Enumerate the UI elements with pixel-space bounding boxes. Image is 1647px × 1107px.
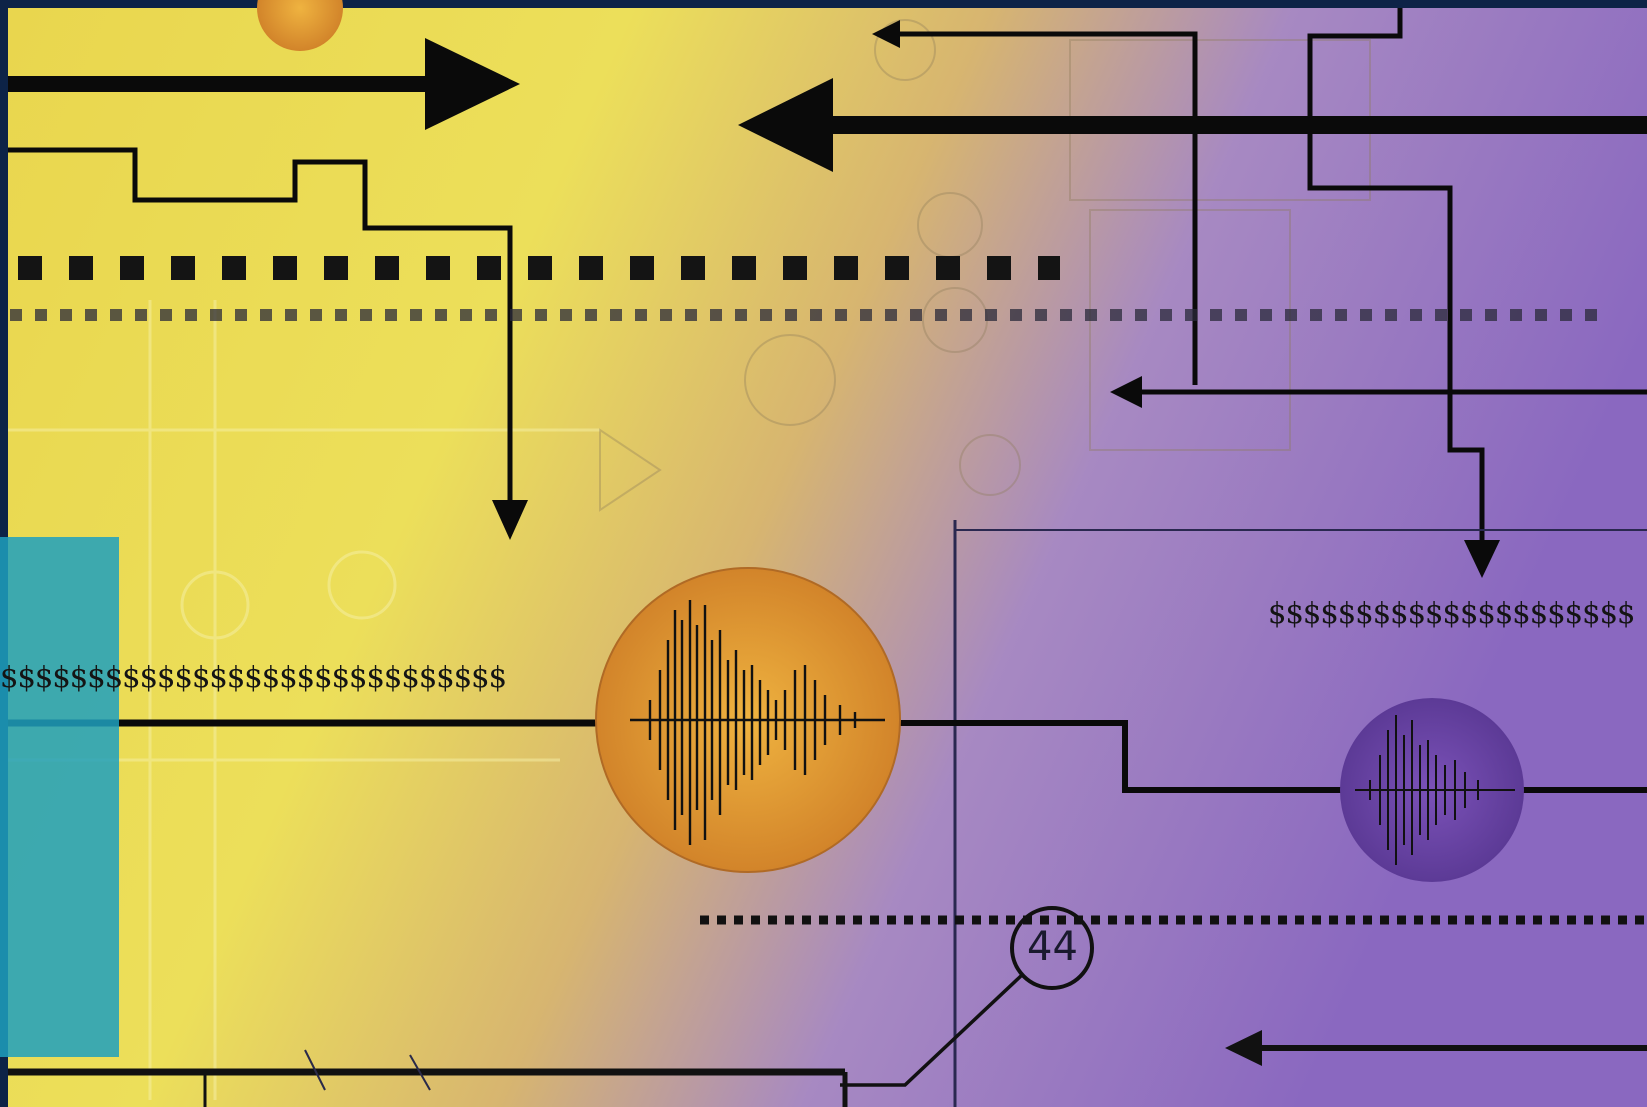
waveform-large <box>630 600 885 845</box>
arrow-left-head <box>738 78 833 172</box>
arrow-right-head <box>425 38 520 130</box>
teal-overlay-panel <box>0 537 119 1057</box>
circle-number-label: 44 <box>1027 924 1078 970</box>
arrow-down-right <box>1464 540 1500 578</box>
dollar-row-right: $$$$$$$$$$$$$$$$$$$$$ <box>1268 596 1635 630</box>
arrow-left-bottom <box>1225 1030 1262 1066</box>
number-circle <box>1010 906 1094 990</box>
small-orange-disc <box>257 0 343 51</box>
step-line-left <box>8 147 513 505</box>
waveform-small <box>1355 715 1515 865</box>
arrow-down-left <box>492 500 528 540</box>
dollar-row-left: $$$$$$$$$$$$$$$$$$$$$$$$$$$$$ <box>0 660 507 694</box>
